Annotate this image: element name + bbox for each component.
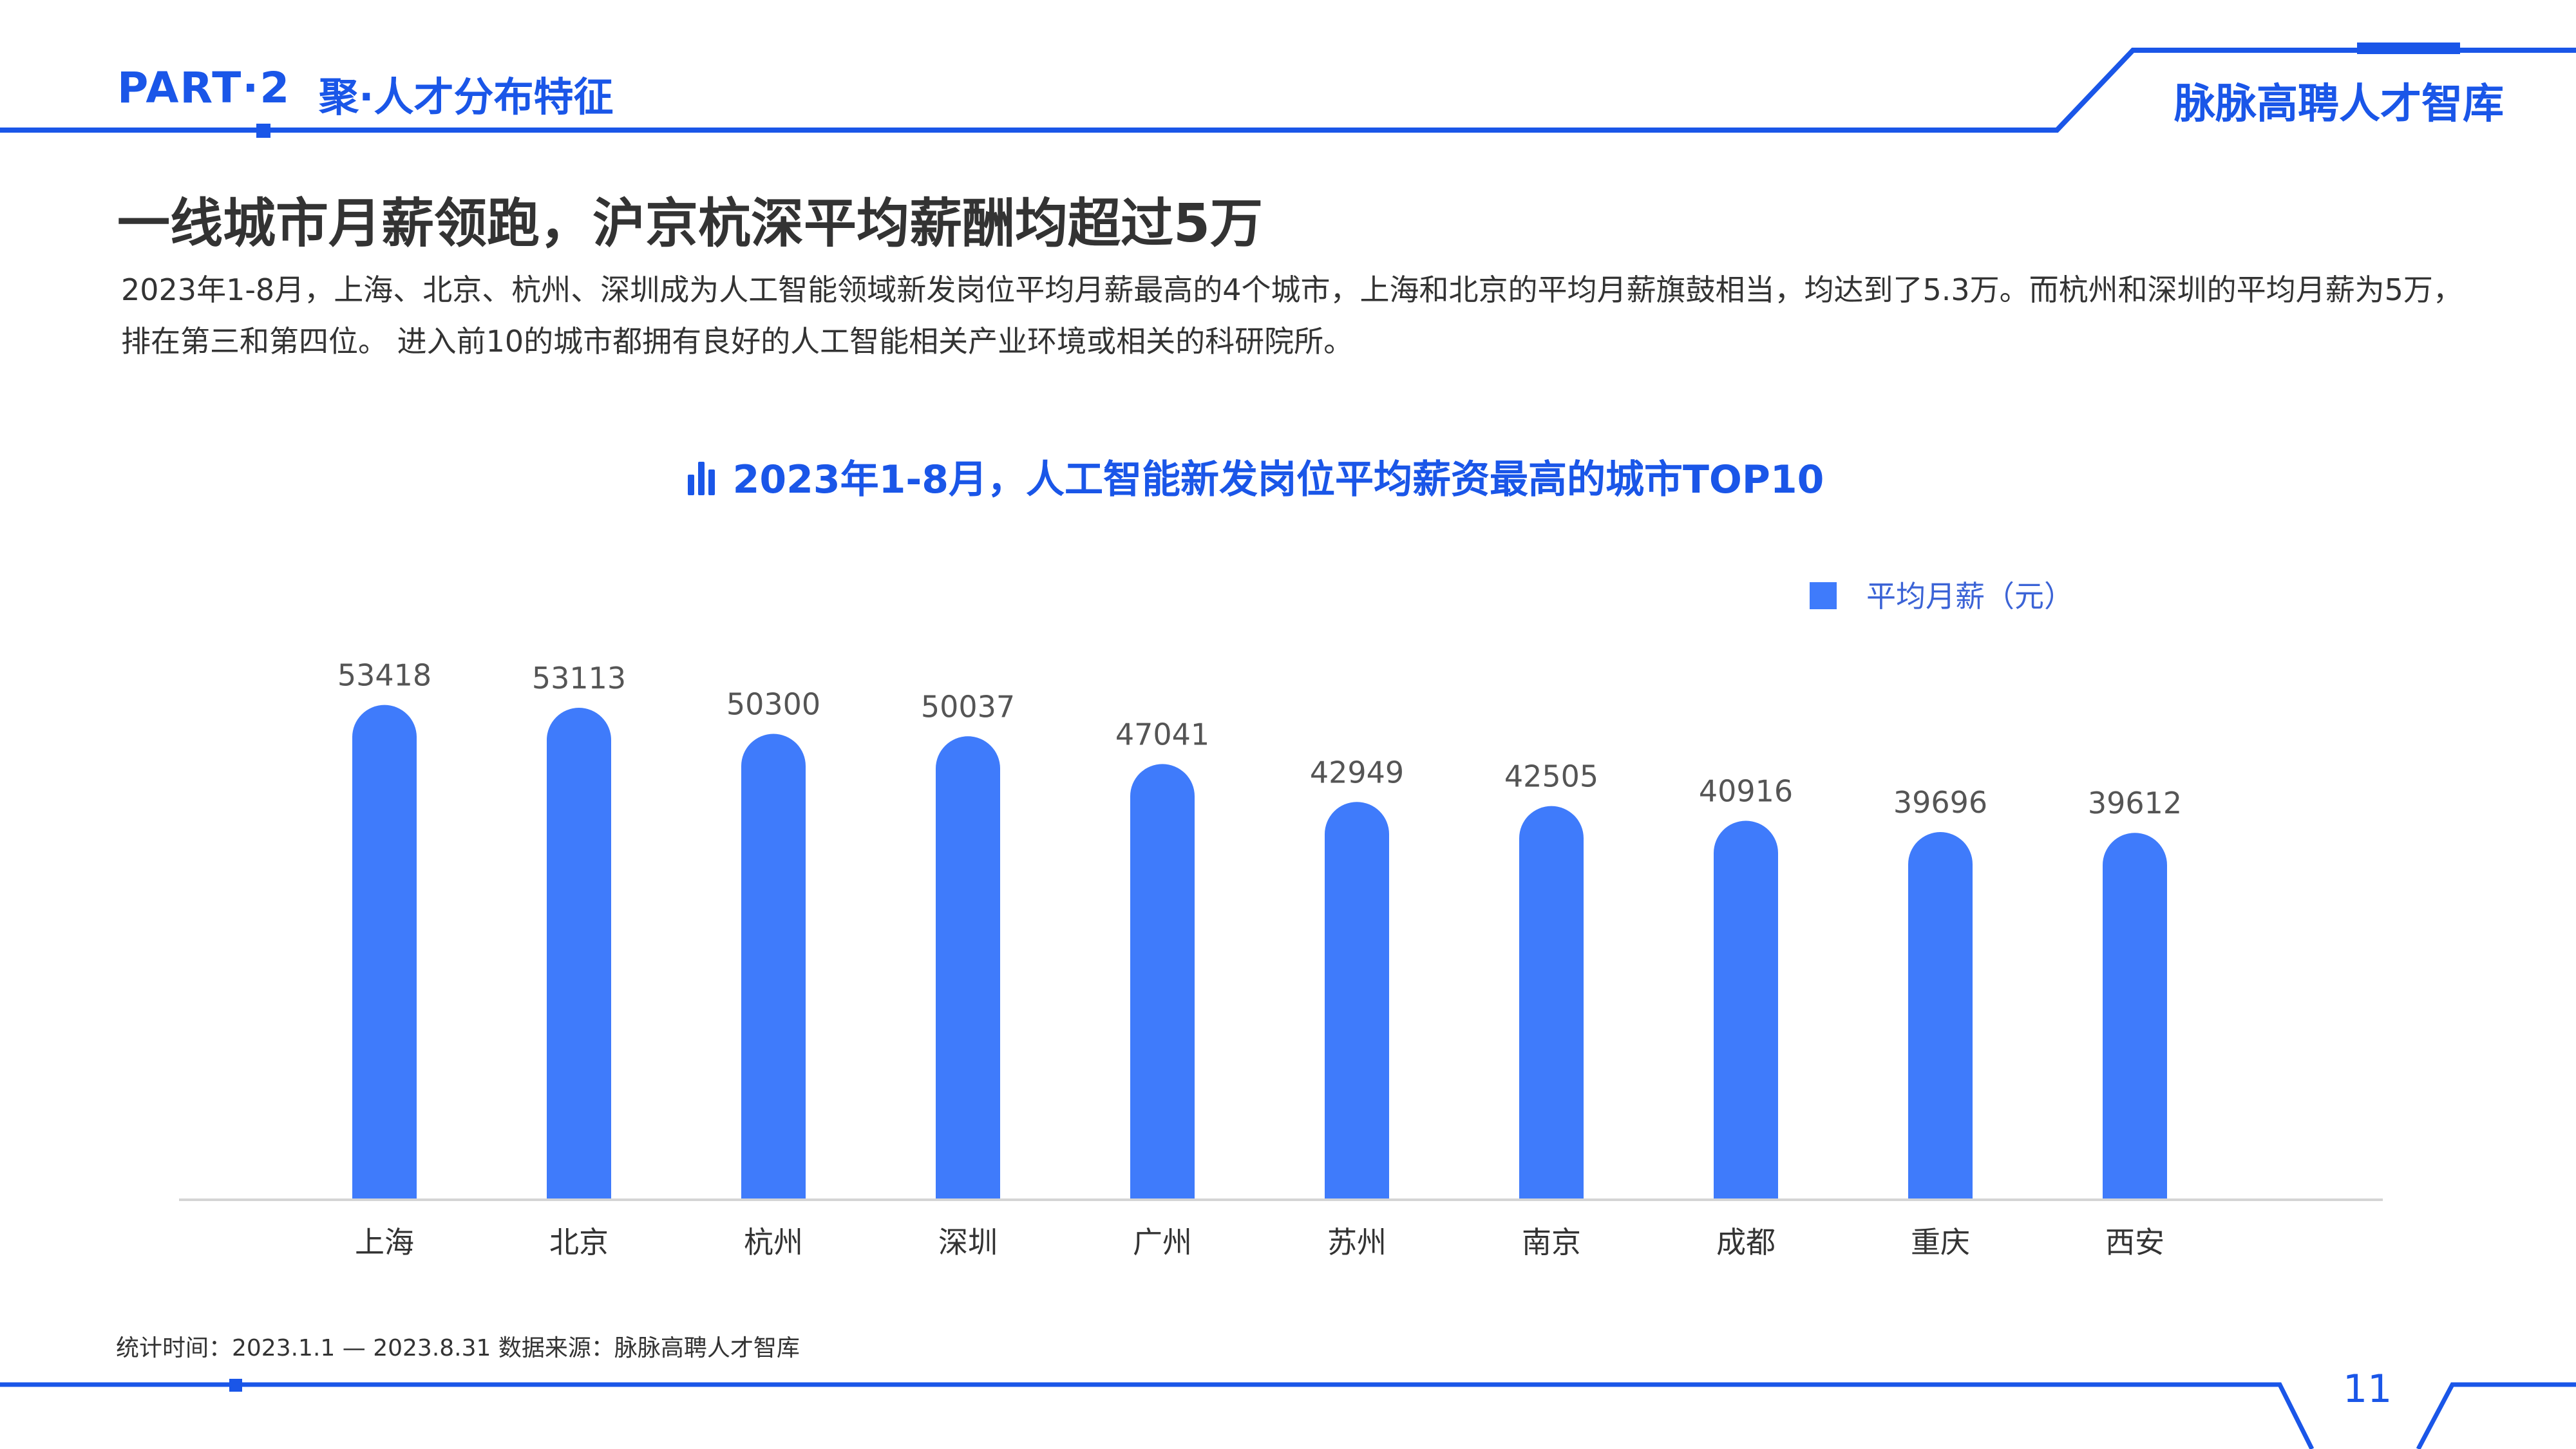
bar-8	[1714, 820, 1778, 1200]
category-label-8: 成都	[1716, 1225, 1776, 1260]
category-label-10: 西安	[2105, 1225, 2164, 1260]
value-label-1: 53418	[337, 658, 431, 693]
chart-title: 2023年1-8月，人工智能新发岗位平均薪资最高的城市TOP10	[0, 448, 2512, 504]
header-rule	[0, 43, 2576, 138]
category-label-9: 重庆	[1911, 1225, 1970, 1260]
value-label-2: 53113	[532, 661, 626, 696]
value-label-7: 42505	[1504, 759, 1598, 794]
bar-3	[741, 734, 806, 1200]
value-label-10: 39612	[2088, 786, 2182, 820]
category-label-2: 北京	[549, 1225, 609, 1260]
chart-title-text: 2023年1-8月，人工智能新发岗位平均薪资最高的城市TOP10	[732, 457, 1824, 502]
bar-2	[547, 708, 611, 1200]
value-label-3: 50300	[726, 687, 820, 722]
value-label-6: 42949	[1310, 755, 1404, 790]
brand-name: 脉脉高聘人才智库	[2174, 80, 2504, 128]
footnote-source: 统计时间：2023.1.1 — 2023.8.31 数据来源：脉脉高聘人才智库	[116, 1335, 800, 1361]
chart-legend: 平均月薪（元）	[1810, 573, 2074, 616]
bar-chart-icon	[687, 462, 717, 495]
legend-swatch	[1810, 582, 1837, 609]
bar-4	[936, 736, 1000, 1200]
bar-9	[1908, 832, 1973, 1200]
category-label-4: 深圳	[938, 1225, 998, 1260]
category-label-6: 苏州	[1327, 1225, 1387, 1260]
category-label-7: 南京	[1522, 1225, 1581, 1260]
legend-label: 平均月薪（元）	[1866, 579, 2074, 614]
footer-rule	[0, 1379, 2576, 1449]
bar-7	[1519, 806, 1584, 1200]
category-label-1: 上海	[355, 1225, 414, 1260]
section-label: PART·2	[117, 63, 291, 113]
bar-1	[352, 705, 417, 1200]
page-number: 11	[2343, 1367, 2392, 1412]
bar-5	[1130, 764, 1195, 1200]
bar-6	[1325, 802, 1389, 1200]
value-label-group: 53418 53113 50300 50037 47041 42949 42505 40916…	[337, 658, 2182, 821]
bar-group	[352, 705, 2167, 1200]
value-label-8: 40916	[1699, 773, 1793, 808]
section-subtitle: 聚·人才分布特征	[319, 73, 614, 120]
bar-10	[2103, 833, 2167, 1200]
page-headline: 一线城市月薪领跑，沪京杭深平均薪酬均超过5万	[117, 193, 1264, 254]
page-description: 2023年1-8月，上海、北京、杭州、深圳成为人工智能领域新发岗位平均月薪最高的…	[121, 272, 2463, 359]
category-label-group: 上海 北京 杭州 深圳 广州 苏州 南京 成都 重庆 西安	[355, 1225, 2164, 1260]
value-label-5: 47041	[1115, 717, 1209, 752]
value-label-4: 50037	[921, 689, 1015, 724]
category-label-5: 广州	[1133, 1225, 1192, 1260]
category-label-3: 杭州	[744, 1225, 803, 1260]
value-label-9: 39696	[1893, 785, 1987, 820]
